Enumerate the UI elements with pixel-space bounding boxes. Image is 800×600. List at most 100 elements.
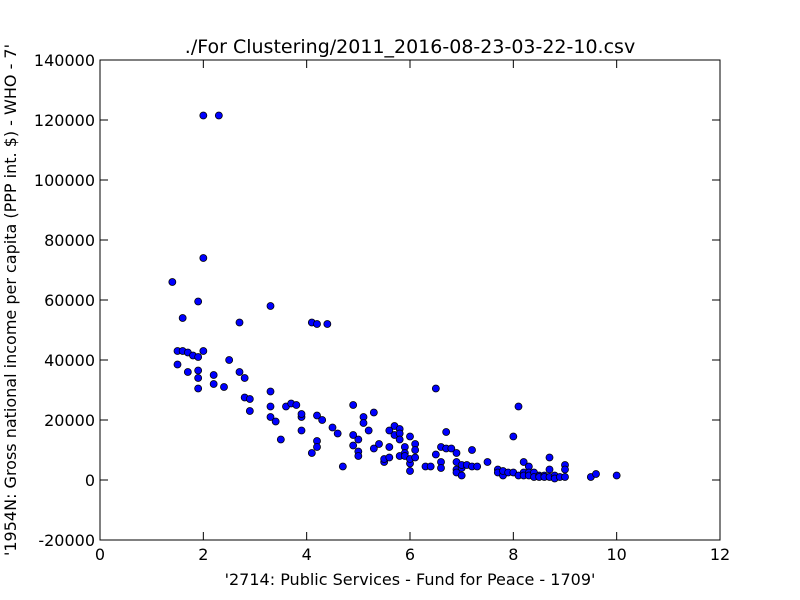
data-point <box>199 347 208 355</box>
data-point <box>168 278 177 286</box>
chart-title: ./For Clustering/2011_2016-08-23-03-22-1… <box>185 36 635 58</box>
data-point <box>313 411 321 420</box>
data-point <box>292 401 301 409</box>
data-point <box>545 453 554 462</box>
data-point <box>406 432 414 441</box>
data-point <box>178 314 187 322</box>
data-point <box>209 380 218 388</box>
data-point <box>313 443 321 451</box>
data-point <box>447 444 456 453</box>
x-tick-label: 6 <box>405 545 415 564</box>
data-point <box>431 450 440 459</box>
data-point <box>199 254 208 262</box>
data-point <box>561 465 569 474</box>
data-point <box>266 402 275 411</box>
y-tick-label: 120000 <box>34 111 95 130</box>
data-point <box>349 401 358 409</box>
axis-tick-labels: 0 2 4 6 8 10 12-200000200004000060000800001000… <box>34 51 730 564</box>
x-tick-label: 4 <box>302 545 312 564</box>
data-point <box>468 446 476 454</box>
data-point <box>194 297 203 306</box>
data-point <box>276 435 285 444</box>
data-point <box>194 353 203 361</box>
data-point <box>349 431 358 439</box>
data-point <box>194 366 203 375</box>
data-point <box>483 458 492 466</box>
x-tick-label: 2 <box>198 545 208 564</box>
data-point <box>318 416 327 424</box>
data-point <box>369 444 378 453</box>
data-point <box>297 410 306 418</box>
data-point <box>509 432 518 441</box>
data-point <box>266 387 275 396</box>
data-point <box>369 408 378 417</box>
data-point <box>457 471 466 480</box>
data-point <box>519 458 528 466</box>
axis-ticks <box>99 59 721 541</box>
data-point <box>612 471 621 480</box>
data-point <box>426 462 435 471</box>
data-point <box>183 368 192 376</box>
data-point <box>245 407 254 415</box>
data-point <box>411 446 420 454</box>
data-point <box>473 462 482 471</box>
y-tick-label: 80000 <box>44 231 95 250</box>
y-tick-label: 60000 <box>44 291 95 310</box>
data-point <box>385 443 394 451</box>
x-axis-label: '2714: Public Services - Fund for Peace … <box>225 570 596 589</box>
data-point <box>333 429 342 438</box>
data-point <box>338 462 347 471</box>
data-point <box>364 426 373 435</box>
data-point <box>375 440 383 448</box>
x-tick-label: 12 <box>710 545 730 564</box>
data-point <box>194 374 203 382</box>
data-point <box>359 419 368 427</box>
data-points <box>168 111 621 483</box>
data-point <box>431 384 440 393</box>
data-point <box>245 395 254 403</box>
data-point <box>354 452 363 460</box>
data-point <box>209 371 218 379</box>
y-tick-label: 100000 <box>34 171 95 190</box>
data-point <box>385 426 394 435</box>
data-point <box>235 368 244 376</box>
x-tick-label: 10 <box>606 545 626 564</box>
y-tick-label: 20000 <box>44 411 95 430</box>
data-point <box>220 383 228 391</box>
data-point <box>240 374 249 382</box>
data-point <box>235 318 244 327</box>
data-point <box>592 470 600 478</box>
x-tick-label: 8 <box>508 545 518 564</box>
data-point <box>328 423 337 432</box>
data-point <box>307 449 316 457</box>
data-point <box>561 473 569 481</box>
data-point <box>406 467 414 475</box>
data-point <box>266 413 275 421</box>
data-point <box>442 428 451 436</box>
data-point <box>349 441 358 450</box>
y-tick-label: 140000 <box>34 51 95 70</box>
y-tick-label: -20000 <box>38 531 95 550</box>
data-point <box>323 320 332 328</box>
data-point <box>199 111 208 120</box>
data-point <box>266 302 275 310</box>
data-point <box>194 384 203 393</box>
data-point <box>354 435 363 444</box>
y-tick-label: 40000 <box>44 351 95 370</box>
data-point <box>214 111 223 120</box>
y-axis-label: '1954N: Gross national income per capita… <box>1 44 20 556</box>
data-point <box>385 453 394 462</box>
data-point <box>411 453 420 462</box>
data-point <box>437 464 445 472</box>
data-point <box>173 360 182 369</box>
data-point <box>395 435 404 444</box>
data-point <box>514 402 523 411</box>
x-tick-label: 0 <box>95 545 105 564</box>
data-point <box>313 320 321 328</box>
data-point <box>545 465 554 474</box>
y-tick-label: 0 <box>85 471 95 490</box>
data-point <box>452 449 461 457</box>
data-point <box>297 426 306 435</box>
data-point <box>225 356 234 364</box>
